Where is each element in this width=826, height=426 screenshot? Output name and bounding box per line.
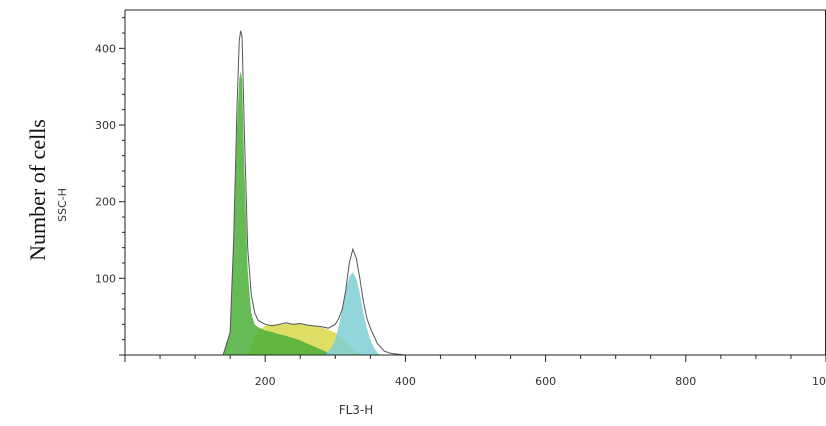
histogram-areas	[222, 30, 406, 356]
x-tick-label: 400	[395, 375, 416, 388]
x-axis-title: FL3-H	[339, 403, 374, 417]
y-tick-label: 100	[95, 272, 116, 285]
outer-y-axis-title: Number of cells	[25, 119, 50, 261]
y-tick-label: 200	[95, 196, 116, 209]
total-histogram-line	[222, 30, 406, 356]
y-axis-title: SSC-H	[56, 188, 69, 222]
x-tick-label: 200	[255, 375, 276, 388]
ticks: 200 400 600 800 1000 100 200 300 400	[95, 17, 826, 388]
g1-peak-area	[223, 71, 336, 355]
y-tick-label: 300	[95, 119, 116, 132]
x-tick-label: 800	[675, 375, 696, 388]
g2m-peak-area	[324, 272, 381, 355]
y-tick-label: 400	[95, 42, 116, 55]
x-tick-label: 600	[535, 375, 556, 388]
x-tick-label: 1000	[812, 375, 826, 388]
axes	[124, 9, 826, 356]
